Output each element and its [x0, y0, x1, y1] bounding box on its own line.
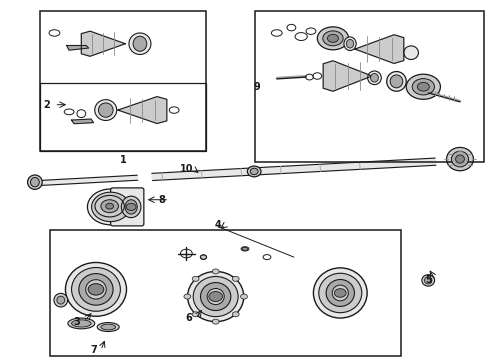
Bar [40, 12, 206, 151]
Ellipse shape [346, 40, 354, 48]
Ellipse shape [326, 279, 354, 306]
Text: 7: 7 [90, 345, 97, 355]
Ellipse shape [424, 277, 432, 284]
Ellipse shape [98, 103, 113, 117]
Ellipse shape [446, 148, 473, 171]
Bar [40, 83, 206, 151]
Ellipse shape [344, 37, 356, 50]
Text: 1: 1 [120, 155, 126, 165]
Text: 10: 10 [180, 164, 193, 174]
Circle shape [192, 276, 199, 281]
Ellipse shape [422, 275, 435, 286]
Text: 3: 3 [73, 317, 80, 327]
Circle shape [212, 319, 219, 324]
Text: 6: 6 [185, 313, 192, 323]
Circle shape [126, 203, 136, 211]
Ellipse shape [30, 177, 39, 187]
Ellipse shape [72, 267, 121, 311]
Ellipse shape [193, 276, 238, 317]
Bar [49, 230, 401, 356]
Ellipse shape [247, 166, 261, 177]
Ellipse shape [314, 268, 367, 318]
Ellipse shape [456, 155, 465, 163]
Ellipse shape [97, 323, 119, 332]
Ellipse shape [86, 280, 106, 299]
Text: 9: 9 [254, 82, 261, 92]
Ellipse shape [87, 189, 134, 225]
Text: 4: 4 [215, 220, 221, 230]
Ellipse shape [200, 283, 231, 311]
Circle shape [192, 312, 199, 317]
Ellipse shape [125, 200, 137, 214]
Polygon shape [152, 158, 436, 180]
Polygon shape [355, 35, 404, 63]
FancyBboxPatch shape [111, 188, 144, 226]
Ellipse shape [27, 175, 42, 189]
Circle shape [412, 78, 435, 95]
Ellipse shape [241, 247, 249, 251]
Ellipse shape [66, 262, 126, 316]
Circle shape [406, 74, 441, 99]
Polygon shape [40, 175, 138, 185]
Circle shape [417, 82, 429, 91]
Ellipse shape [370, 73, 378, 82]
Circle shape [232, 276, 239, 281]
Ellipse shape [387, 72, 406, 91]
Circle shape [334, 289, 346, 297]
Polygon shape [81, 31, 125, 56]
Circle shape [318, 27, 348, 50]
Ellipse shape [250, 168, 258, 175]
Circle shape [209, 292, 222, 302]
Ellipse shape [57, 296, 65, 304]
Ellipse shape [243, 247, 247, 250]
Circle shape [241, 294, 247, 299]
Ellipse shape [68, 318, 95, 329]
Ellipse shape [404, 46, 418, 59]
Ellipse shape [92, 192, 130, 222]
Ellipse shape [72, 320, 91, 327]
Ellipse shape [188, 271, 244, 321]
Ellipse shape [54, 293, 68, 307]
Polygon shape [72, 119, 94, 124]
Ellipse shape [95, 100, 117, 121]
Ellipse shape [133, 36, 147, 51]
Circle shape [101, 200, 119, 213]
Ellipse shape [451, 151, 468, 167]
Text: 5: 5 [425, 275, 432, 285]
Circle shape [106, 203, 114, 209]
Ellipse shape [319, 273, 362, 313]
Text: 8: 8 [158, 195, 165, 205]
Bar [255, 12, 485, 162]
Circle shape [232, 312, 239, 317]
Ellipse shape [332, 285, 348, 301]
Polygon shape [67, 45, 89, 50]
Polygon shape [323, 61, 372, 91]
Circle shape [212, 269, 219, 274]
Ellipse shape [390, 75, 403, 88]
Circle shape [184, 294, 191, 299]
Ellipse shape [200, 255, 207, 260]
Ellipse shape [101, 324, 116, 330]
Ellipse shape [207, 288, 224, 305]
Ellipse shape [368, 71, 381, 85]
Circle shape [88, 284, 104, 295]
Text: 2: 2 [44, 100, 50, 110]
Ellipse shape [79, 274, 113, 305]
Circle shape [327, 34, 339, 42]
Ellipse shape [129, 33, 151, 54]
Ellipse shape [122, 196, 141, 218]
Circle shape [323, 31, 343, 46]
Polygon shape [118, 96, 167, 123]
